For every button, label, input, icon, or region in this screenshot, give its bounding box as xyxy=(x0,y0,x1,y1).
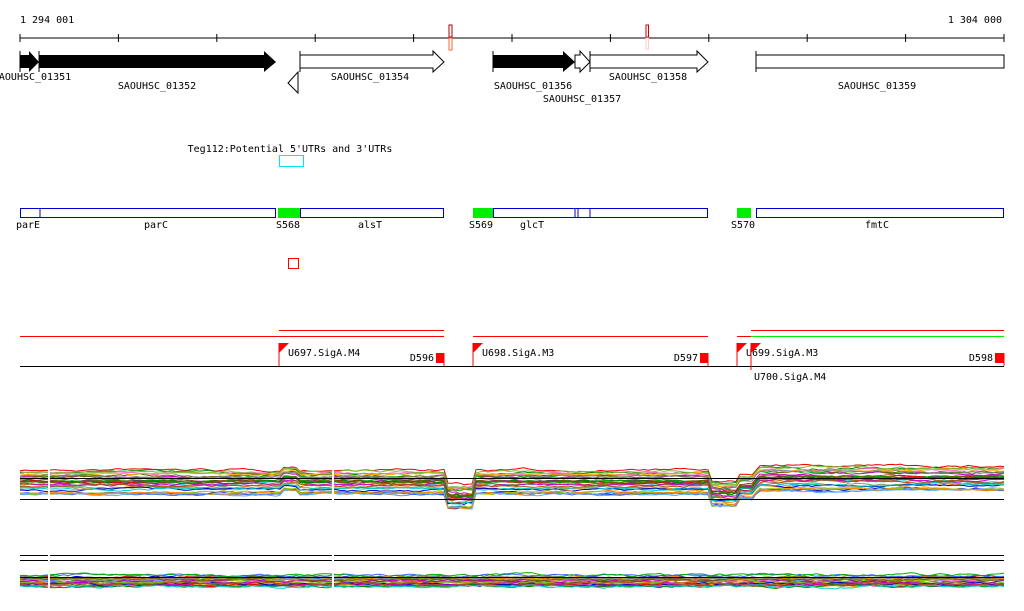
site-s570[interactable] xyxy=(737,208,751,218)
expression-line xyxy=(19,584,1005,590)
expression-line xyxy=(19,487,1005,510)
gap xyxy=(332,450,334,505)
gene-saouhsc-01351[interactable]: SAOUHSC_01351 xyxy=(0,51,71,83)
operon-label: S568 xyxy=(276,220,300,231)
term-label: D598 xyxy=(969,353,993,364)
gene-saouhsc-01359[interactable]: SAOUHSC_01359 xyxy=(755,51,1005,92)
expression-line xyxy=(19,481,1005,505)
tss-label: U698.SigA.M3 xyxy=(482,348,554,359)
operon-label: S570 xyxy=(731,220,755,231)
operon-alsT[interactable] xyxy=(300,208,444,218)
marker[interactable] xyxy=(645,24,649,38)
gene-label: SAOUHSC_01352 xyxy=(118,81,196,92)
gene-saouhsc-01352[interactable]: SAOUHSC_01352 xyxy=(38,51,276,92)
operon-glcT[interactable] xyxy=(493,208,708,218)
gene-label: SAOUHSC_01359 xyxy=(838,81,916,92)
expression-line xyxy=(19,580,1004,588)
red-marker-box[interactable] xyxy=(288,258,299,269)
expression-line xyxy=(19,479,1005,502)
gene-saouhsc-01358[interactable]: SAOUHSC_01358 xyxy=(589,49,709,83)
tss-u700[interactable]: U700.SigA.M4 xyxy=(750,343,826,383)
expression-line xyxy=(19,469,1005,492)
gap xyxy=(332,550,334,595)
gene-saouhsc-01357[interactable]: SAOUHSC_01357 xyxy=(543,49,621,105)
gene-reverse-small[interactable] xyxy=(287,70,299,95)
site-s568[interactable] xyxy=(278,208,300,218)
teg112-feature[interactable]: Teg112:Potential 5'UTRs and 3'UTRs xyxy=(188,144,393,167)
operon-label: parC xyxy=(144,220,168,231)
marker[interactable] xyxy=(645,37,649,50)
term-d598[interactable]: D598 xyxy=(969,353,1005,366)
operon-label: S569 xyxy=(469,220,493,231)
gene-label: SAOUHSC_01358 xyxy=(609,72,687,83)
operon-label: alsT xyxy=(358,220,382,231)
expression-line xyxy=(20,576,1005,582)
ruler-end-label: 1 304 000 xyxy=(948,15,1002,26)
expression-line xyxy=(19,581,1005,588)
operon-label: fmtC xyxy=(865,220,889,231)
expression-line xyxy=(20,583,1005,590)
utr-box[interactable] xyxy=(279,155,304,167)
expression-track-1 xyxy=(19,450,1005,510)
expression-track-2 xyxy=(19,550,1005,595)
term-d597[interactable]: D597 xyxy=(674,353,709,366)
marker[interactable] xyxy=(448,37,453,51)
tss-label: U699.SigA.M3 xyxy=(746,348,818,359)
gene-saouhsc-01356[interactable]: SAOUHSC_01356 xyxy=(492,51,575,92)
operon-parE-parC[interactable] xyxy=(20,208,276,218)
site-s569[interactable] xyxy=(473,208,493,218)
term-d596[interactable]: D596 xyxy=(410,353,445,366)
gene-label: SAOUHSC_01357 xyxy=(543,94,621,105)
operon-track xyxy=(20,208,1004,218)
expression-line xyxy=(19,486,1005,509)
operon-labels: parE parC S568 alsT S569 glcT S570 fmtC xyxy=(16,220,889,231)
tss-u699[interactable]: U699.SigA.M3 xyxy=(736,343,818,366)
expression-line xyxy=(19,572,1005,578)
ruler-start-label: 1 294 001 xyxy=(20,15,74,26)
gene-label: SAOUHSC_01354 xyxy=(331,72,409,83)
operon-label: parE xyxy=(16,220,40,231)
tss-u697[interactable]: U697.SigA.M4 xyxy=(278,343,360,366)
ruler-ticks xyxy=(19,34,1005,42)
operon-label: glcT xyxy=(520,220,544,231)
gap xyxy=(48,550,50,595)
gene-saouhsc-01354[interactable]: SAOUHSC_01354 xyxy=(299,49,445,83)
feature-label: Teg112:Potential 5'UTRs and 3'UTRs xyxy=(188,144,393,155)
gene-label: SAOUHSC_01351 xyxy=(0,72,71,83)
expression-line xyxy=(19,486,1005,510)
expression-line xyxy=(19,580,1005,587)
gene-track: SAOUHSC_01351 SAOUHSC_01352 SAOUHSC_0135… xyxy=(0,49,1005,105)
tss-label: U697.SigA.M4 xyxy=(288,348,360,359)
operon-fmtC[interactable] xyxy=(756,208,1004,218)
tss-label: U700.SigA.M4 xyxy=(754,372,826,383)
expression-line xyxy=(19,474,1005,497)
term-label: D597 xyxy=(674,353,698,364)
expression-line xyxy=(19,464,1005,489)
tss-u698[interactable]: U698.SigA.M3 xyxy=(472,343,554,366)
term-label: D596 xyxy=(410,353,434,364)
transcript-track: U697.SigA.M4 U698.SigA.M3 U699.SigA.M3 U… xyxy=(20,330,1005,383)
gap xyxy=(48,450,50,505)
expression-line xyxy=(19,483,1005,506)
ruler: 1 294 001 1 304 000 xyxy=(19,15,1005,51)
marker[interactable] xyxy=(448,24,453,38)
gene-label: SAOUHSC_01356 xyxy=(494,81,572,92)
expression-line xyxy=(19,486,1005,509)
